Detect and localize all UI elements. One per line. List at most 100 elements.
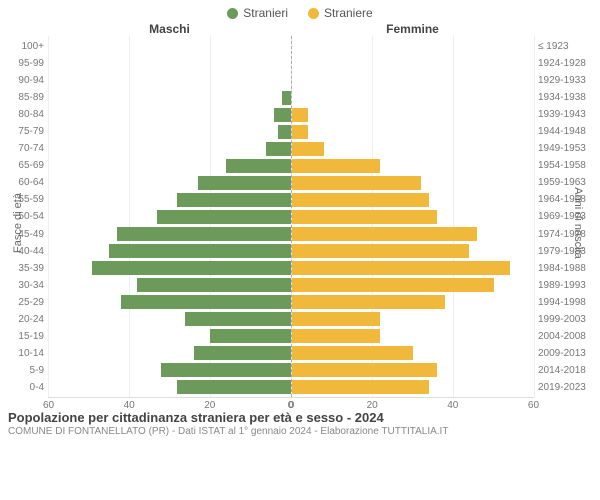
age-label: 30-34 [4,277,44,294]
bar-male [157,210,290,224]
legend-swatch-male [227,8,238,19]
bar-male [278,125,290,139]
bar-female [292,346,413,360]
legend: Stranieri Straniere [0,0,600,22]
bar-female [292,261,510,275]
age-label: 75-79 [4,123,44,140]
birth-label: 2019-2023 [538,379,596,396]
bar-row [48,55,291,72]
bar-male [117,227,291,241]
bar-row [48,106,291,123]
birth-label: 2004-2008 [538,328,596,345]
birth-label: 2009-2013 [538,345,596,362]
y-right-title: Anni di nascita [572,187,584,259]
birth-label: 1984-1988 [538,260,596,277]
birth-label: 1969-1973 [538,208,596,225]
birth-label: 1949-1953 [538,140,596,157]
birth-label: 1934-1938 [538,89,596,106]
bar-row [48,242,291,259]
chart-subtitle: COMUNE DI FONTANELLATO (PR) - Dati ISTAT… [8,425,592,437]
bar-row [48,38,291,55]
bar-female [292,295,446,309]
bar-row [292,361,535,378]
birth-label: 2014-2018 [538,362,596,379]
bar-male [109,244,291,258]
legend-swatch-female [308,8,319,19]
bar-female [292,210,438,224]
bar-female [292,125,308,139]
age-label: 40-44 [4,243,44,260]
age-label: 90-94 [4,72,44,89]
bar-female [292,380,429,394]
age-label: 0-4 [4,379,44,396]
bar-male [226,159,291,173]
bar-female [292,312,381,326]
bar-row [292,89,535,106]
header-male: Maschi [48,22,291,36]
bar-male [121,295,291,309]
birth-label: 1959-1963 [538,174,596,191]
bar-female [292,142,324,156]
age-label: 65-69 [4,157,44,174]
footer: Popolazione per cittadinanza straniera p… [0,406,600,437]
bar-row [292,310,535,327]
bar-row [292,72,535,89]
bars-male [48,36,292,397]
age-label: 20-24 [4,311,44,328]
birth-label: 1979-1983 [538,243,596,260]
bar-female [292,278,494,292]
age-label: 100+ [4,38,44,55]
bar-male [198,176,291,190]
birth-label: 1974-1978 [538,226,596,243]
age-label: 5-9 [4,362,44,379]
age-label: 25-29 [4,294,44,311]
y-left-title: Fasce di età [12,193,24,253]
bar-row [292,208,535,225]
bar-male [92,261,290,275]
bar-row [48,72,291,89]
bar-row [48,123,291,140]
bar-female [292,244,470,258]
birth-label: 1944-1948 [538,123,596,140]
birth-label: 1999-2003 [538,311,596,328]
bar-female [292,176,421,190]
bar-row [48,327,291,344]
header-female: Femmine [291,22,534,36]
y-axis-left: 100+95-9990-9485-8980-8475-7970-7465-696… [4,36,48,398]
bar-male [274,108,290,122]
birth-label: 1989-1993 [538,277,596,294]
birth-label: ≤ 1923 [538,38,596,55]
age-label: 50-54 [4,208,44,225]
birth-label: 1939-1943 [538,106,596,123]
bar-female [292,363,438,377]
age-label: 70-74 [4,140,44,157]
x-axis: 0204060 0204060 [0,398,600,406]
bar-row [292,140,535,157]
age-label: 10-14 [4,345,44,362]
bar-female [292,193,429,207]
bar-row [48,191,291,208]
bar-row [292,174,535,191]
bar-row [48,157,291,174]
age-label: 60-64 [4,174,44,191]
bar-row [292,225,535,242]
birth-label: 1954-1958 [538,157,596,174]
chart: Fasce di età 100+95-9990-9485-8980-8475-… [0,36,600,398]
legend-label-female: Straniere [324,6,373,20]
bar-male [137,278,291,292]
birth-label: 1929-1933 [538,72,596,89]
age-label: 85-89 [4,89,44,106]
bar-row [292,191,535,208]
bar-row [48,293,291,310]
bar-row [48,310,291,327]
bar-male [177,193,290,207]
bar-row [48,378,291,395]
bar-female [292,329,381,343]
bar-female [292,108,308,122]
bars-female [292,36,535,397]
bar-row [292,106,535,123]
y-axis-right: ≤ 19231924-19281929-19331934-19381939-19… [534,36,596,398]
bar-row [48,208,291,225]
age-label: 55-59 [4,191,44,208]
bar-row [292,123,535,140]
